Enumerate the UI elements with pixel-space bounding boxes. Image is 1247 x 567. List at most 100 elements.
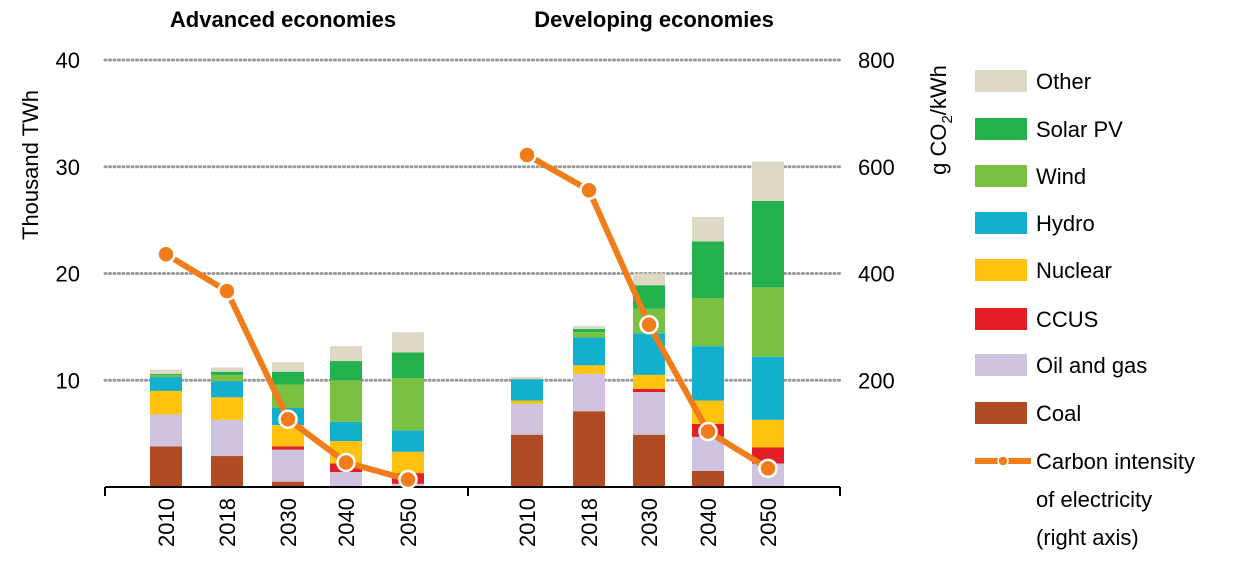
- legend-swatch-coal: [975, 402, 1027, 424]
- developing-economies-bar-nuclear-2030: [633, 374, 665, 389]
- left-tick-label: 10: [56, 368, 80, 393]
- advanced-economies-bar-hydro-2010: [150, 377, 182, 391]
- developing-economies-bar-nuclear-2010: [511, 400, 543, 404]
- developing-economies-bar-other-2018: [573, 325, 605, 330]
- left-axis-title: Thousand TWh: [18, 90, 43, 240]
- advanced-economies-bar-solar-pv-2030: [272, 371, 304, 385]
- right-tick-label: 800: [858, 48, 895, 73]
- developing-economies-bar-coal-2018: [573, 411, 605, 487]
- advanced-economies-bar-other-2018: [211, 367, 243, 372]
- developing-economies-bar-oil-and-gas-2030: [633, 391, 665, 435]
- developing-economies-bar-ccus-2030: [633, 388, 665, 392]
- developing-economies-bar-hydro-2050: [752, 356, 784, 420]
- legend-swatch-hydro: [975, 212, 1027, 234]
- legend-label-ccus: CCUS: [1036, 307, 1098, 332]
- axes: [104, 486, 841, 496]
- developing-economies-carbon-point-2050: [758, 458, 778, 479]
- advanced-economies-bar-oil-and-gas-2018: [211, 419, 243, 457]
- developing-economies-bar-hydro-2018: [573, 337, 605, 366]
- legend: Other Solar PV Wind Hydro Nuclear CCUS Oil and…: [975, 69, 1195, 550]
- advanced-economies-x-tick-label: 2018: [215, 498, 240, 547]
- developing-economies-bar-solar-pv-2040: [692, 241, 724, 299]
- developing-economies-x-tick-label: 2010: [515, 498, 540, 547]
- developing-economies-carbon-point-2010: [517, 145, 537, 165]
- right-tick-label: 200: [858, 368, 895, 393]
- legend-swatch-ccus: [975, 308, 1027, 330]
- developing-economies-bar-other-2050: [752, 161, 784, 201]
- advanced-economies-bar-oil-and-gas-2010: [150, 414, 182, 447]
- developing-economies-bar-wind-2040: [692, 298, 724, 347]
- advanced-economies-x-tick-label: 2010: [154, 498, 179, 547]
- developing-economies-bar-oil-and-gas-2010: [511, 403, 543, 435]
- advanced-economies-bar-other-2040: [330, 346, 362, 362]
- advanced-economies-bar-solar-pv-2010: [150, 373, 182, 375]
- legend-swatch-solar-pv: [975, 118, 1027, 140]
- legend-label-oil-and-gas: Oil and gas: [1036, 353, 1147, 378]
- advanced-economies-carbon-point-2050: [398, 469, 418, 490]
- right-axis-title: g CO2/kWh: [926, 65, 956, 175]
- developing-economies-bar-other-2040: [692, 216, 724, 242]
- legend-label-carbon-intensity-line-2: of electricity: [1036, 487, 1152, 512]
- advanced-economies-bar-coal-2030: [272, 481, 304, 487]
- developing-economies-bar-ccus-2050: [752, 447, 784, 464]
- left-tick-label: 20: [56, 262, 80, 287]
- advanced-economies-bar-nuclear-2050: [392, 451, 424, 474]
- developing-economies-x-tick-label: 2040: [696, 498, 721, 547]
- advanced-economies-bar-wind-2040: [330, 380, 362, 422]
- advanced-economies-bar-solar-pv-2040: [330, 361, 362, 381]
- developing-economies-bar-other-2010: [511, 377, 543, 380]
- advanced-economies-bar-wind-2050: [392, 378, 424, 431]
- developing-economies-bar-nuclear-2018: [573, 365, 605, 374]
- advanced-economies-bar-hydro-2050: [392, 430, 424, 452]
- developing-economies-bar-solar-pv-2018: [573, 329, 605, 333]
- advanced-economies-x-tick-label: 2030: [276, 498, 301, 547]
- right-tick-label: 400: [858, 262, 895, 287]
- legend-label-carbon-intensity-line-3: (right axis): [1036, 525, 1139, 550]
- left-tick-label: 30: [56, 155, 80, 180]
- legend-label-wind: Wind: [1036, 164, 1086, 189]
- carbon-intensity-lines: [156, 145, 778, 490]
- developing-economies-x-tick-label: 2018: [577, 498, 602, 547]
- advanced-economies-bar-hydro-2018: [211, 381, 243, 398]
- legend-swatch-oil-and-gas: [975, 354, 1027, 376]
- advanced-economies-carbon-point-2040: [336, 452, 356, 473]
- developing-economies-bar-oil-and-gas-2040: [692, 436, 724, 471]
- legend-swatch-other: [975, 70, 1027, 92]
- developing-economies-bar-wind-2018: [573, 332, 605, 338]
- advanced-economies-bar-wind-2018: [211, 374, 243, 382]
- legend-label-coal: Coal: [1036, 401, 1081, 426]
- left-tick-label: 40: [56, 48, 80, 73]
- advanced-economies-bar-other-2030: [272, 362, 304, 372]
- developing-economies-x-tick-label: 2050: [756, 498, 781, 547]
- advanced-economies-bar-wind-2010: [150, 374, 182, 378]
- developing-economies-carbon-point-2040: [698, 421, 718, 442]
- developing-economies-bar-hydro-2010: [511, 379, 543, 401]
- developing-economies-bar-coal-2010: [511, 434, 543, 487]
- advanced-economies-bar-oil-and-gas-2040: [330, 472, 362, 487]
- advanced-economies-carbon-point-2018: [217, 281, 237, 301]
- developing-economies-title: Developing economies: [534, 7, 774, 32]
- developing-economies-bar-solar-pv-2050: [752, 200, 784, 288]
- legend-label-nuclear: Nuclear: [1036, 258, 1112, 283]
- legend-swatch-wind: [975, 165, 1027, 187]
- right-tick-label: 600: [858, 155, 895, 180]
- advanced-economies-x-tick-label: 2040: [334, 498, 359, 547]
- developing-economies-carbon-point-2030: [639, 314, 659, 335]
- advanced-economies-title: Advanced economies: [170, 7, 396, 32]
- advanced-economies-bar-oil-and-gas-2030: [272, 449, 304, 482]
- legend-label-solar-pv: Solar PV: [1036, 117, 1123, 142]
- legend-label-hydro: Hydro: [1036, 211, 1095, 236]
- advanced-economies-bar-nuclear-2018: [211, 397, 243, 420]
- advanced-economies-bar-ccus-2030: [272, 446, 304, 450]
- advanced-economies-bar-other-2010: [150, 369, 182, 374]
- developing-economies-bar-oil-and-gas-2018: [573, 373, 605, 412]
- advanced-economies-bar-solar-pv-2050: [392, 352, 424, 379]
- legend-label-other: Other: [1036, 69, 1091, 94]
- developing-economies-bar-coal-2040: [692, 470, 724, 487]
- advanced-economies-bar-other-2050: [392, 332, 424, 353]
- advanced-economies-bar-solar-pv-2018: [211, 371, 243, 375]
- developing-economies-bar-hydro-2040: [692, 346, 724, 401]
- legend-marker-carbon-intensity: [997, 455, 1009, 467]
